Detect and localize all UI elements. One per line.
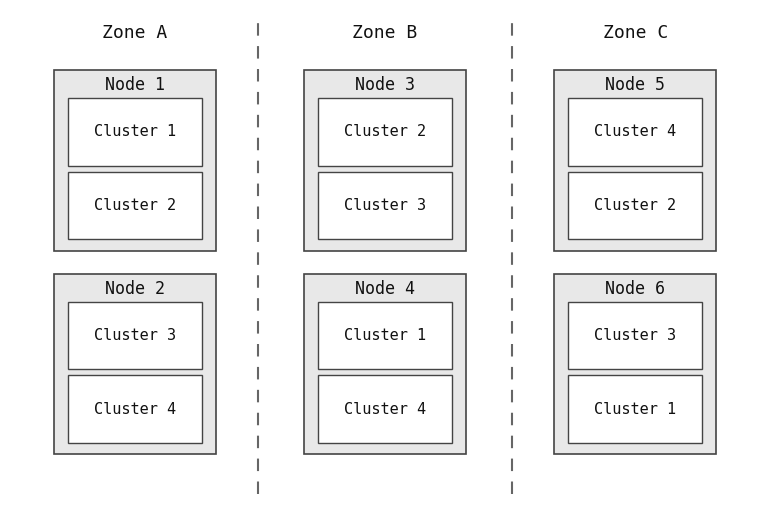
Bar [568, 376, 702, 443]
Bar [318, 301, 452, 370]
Bar [54, 70, 216, 250]
Bar [318, 376, 452, 443]
Text: Cluster 1: Cluster 1 [94, 124, 176, 139]
Text: Cluster 3: Cluster 3 [94, 328, 176, 343]
Bar [554, 70, 716, 250]
Text: Node 6: Node 6 [605, 280, 665, 298]
Text: Cluster 2: Cluster 2 [344, 124, 426, 139]
Text: Node 5: Node 5 [605, 76, 665, 94]
Text: Cluster 4: Cluster 4 [344, 402, 426, 417]
Bar [68, 172, 202, 240]
Text: Cluster 4: Cluster 4 [94, 402, 176, 417]
Text: Node 4: Node 4 [355, 280, 415, 298]
Text: Node 2: Node 2 [105, 280, 165, 298]
Bar [318, 172, 452, 240]
Bar [54, 274, 216, 455]
Text: Zone B: Zone B [353, 24, 417, 42]
Text: Zone C: Zone C [603, 24, 668, 42]
Text: Cluster 3: Cluster 3 [344, 198, 426, 213]
Text: Cluster 4: Cluster 4 [594, 124, 676, 139]
Text: Zone A: Zone A [102, 24, 167, 42]
Bar [318, 98, 452, 166]
Bar [68, 301, 202, 370]
Text: Cluster 1: Cluster 1 [344, 328, 426, 343]
Bar [568, 301, 702, 370]
Text: Node 1: Node 1 [105, 76, 165, 94]
Bar [568, 172, 702, 240]
Bar [68, 98, 202, 166]
Text: Node 3: Node 3 [355, 76, 415, 94]
Text: Cluster 2: Cluster 2 [94, 198, 176, 213]
Bar [68, 376, 202, 443]
Text: Cluster 3: Cluster 3 [594, 328, 676, 343]
Bar [568, 98, 702, 166]
Text: Cluster 2: Cluster 2 [594, 198, 676, 213]
Bar [304, 70, 466, 250]
Text: Cluster 1: Cluster 1 [594, 402, 676, 417]
Bar [304, 274, 466, 455]
Bar [554, 274, 716, 455]
